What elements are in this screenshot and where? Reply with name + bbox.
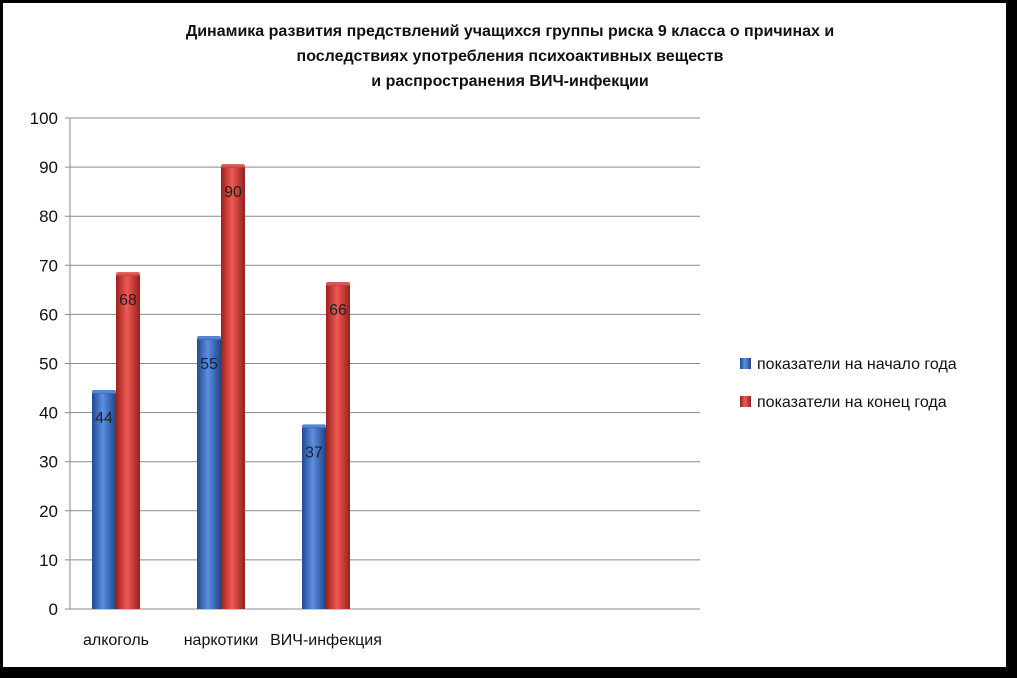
y-tick-label: 60 <box>39 305 58 324</box>
bars <box>92 164 350 609</box>
chart-title-line-3: и распространения ВИЧ-инфекции <box>371 73 648 90</box>
data-label: 37 <box>305 444 323 461</box>
y-tick-label: 40 <box>39 404 58 423</box>
data-label: 68 <box>119 292 137 309</box>
bar-cap <box>326 281 350 286</box>
data-label: 90 <box>224 184 242 201</box>
x-category-label: ВИЧ-инфекция <box>270 632 382 649</box>
axes: 0 10 20 30 40 50 60 70 80 90 100 алкоголь наркотики В… <box>30 109 382 649</box>
x-category-label: наркотики <box>184 632 259 649</box>
bar <box>302 427 326 609</box>
y-tick-label: 10 <box>39 551 58 570</box>
bar-cap <box>197 335 221 340</box>
legend-entry: показатели на начало года <box>757 356 957 373</box>
data-labels: 44 68 55 90 37 66 <box>95 184 347 461</box>
chart-title-line-1: Динамика развития предствлений учащихся … <box>186 23 834 40</box>
data-label: 55 <box>200 356 218 373</box>
y-tick-label: 70 <box>39 256 58 275</box>
y-tick-label: 100 <box>30 109 58 128</box>
bar-cap <box>92 389 116 394</box>
chart-title: Динамика развития предствлений учащихся … <box>186 23 834 90</box>
chart-frame: Динамика развития предствлений учащихся … <box>3 3 1006 667</box>
bar <box>116 275 140 609</box>
legend-swatch <box>740 358 751 369</box>
y-tick-label: 20 <box>39 502 58 521</box>
bar <box>197 338 221 609</box>
bar-cap <box>116 272 140 277</box>
gridlines <box>65 117 700 610</box>
bar-chart: Динамика развития предствлений учащихся … <box>30 23 957 649</box>
y-tick-label: 90 <box>39 158 58 177</box>
x-category-label: алкоголь <box>83 632 149 649</box>
bar-cap <box>221 164 245 169</box>
bar <box>326 284 350 609</box>
bar <box>221 167 245 609</box>
bar-cap <box>302 424 326 429</box>
chart-title-line-2: последствиях употребления психоактивных … <box>297 48 724 65</box>
y-tick-label: 30 <box>39 453 58 472</box>
y-tick-label: 50 <box>39 355 58 374</box>
bar <box>92 392 116 609</box>
legend-entry: показатели на конец года <box>757 394 947 411</box>
y-tick-label: 0 <box>49 600 58 619</box>
legend: показатели на начало года показатели на к… <box>740 356 957 411</box>
y-tick-label: 80 <box>39 207 58 226</box>
data-label: 66 <box>329 302 347 319</box>
data-label: 44 <box>95 410 113 427</box>
legend-swatch <box>740 396 751 407</box>
